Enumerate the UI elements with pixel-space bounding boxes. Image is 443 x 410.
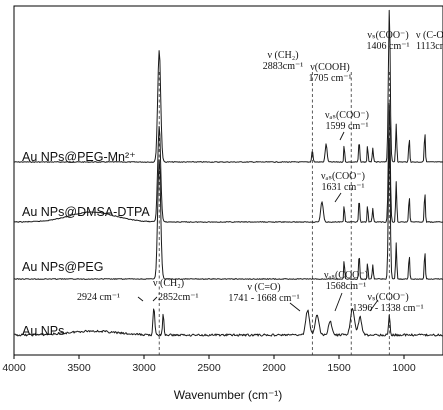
series-label-peg-mn: Au NPs@PEG-Mn²⁺	[22, 150, 136, 164]
arrow-1599	[339, 131, 345, 141]
spectrum-trace	[13, 102, 443, 223]
x-tick-label: 1000	[392, 362, 416, 374]
series-label-peg: Au NPs@PEG	[22, 260, 103, 274]
annotation-coo-s-bottom-label: νₛ(COO⁻)	[367, 292, 408, 303]
x-axis-label: Wavenumber (cm⁻¹)	[174, 388, 283, 402]
annotation-coo-s-bottom-value: 1396 - 1338 cm⁻¹	[352, 303, 423, 314]
series-label-dmsa-dtpa: Au NPs@DMSA-DTPA	[22, 205, 150, 219]
arrow-1631	[334, 192, 342, 203]
spectrum-trace	[13, 308, 443, 337]
annotation-ch2-value: 2883cm⁻¹	[263, 61, 304, 72]
annotation-coc-value: 1113cm⁻¹	[416, 41, 443, 52]
annotation-coo-s-value: 1406 cm⁻¹	[367, 41, 410, 52]
arrow-2924	[137, 296, 144, 302]
arrow-co	[289, 302, 301, 312]
annotation-co-label: ν (C=O)	[247, 282, 280, 293]
x-tick-label: 3500	[67, 362, 91, 374]
x-tick-label: 1500	[327, 362, 351, 374]
annotation-2852: 2852cm⁻¹	[158, 292, 199, 303]
x-axis-ticks: 4000 3500 3000 2500 2000 1500 1000	[2, 355, 416, 374]
annotation-co-value: 1741 - 1668 cm⁻¹	[228, 293, 299, 304]
annotation-coo-as-1631-label: νₐₛ(COO⁻)	[321, 171, 365, 182]
x-tick-label: 4000	[2, 362, 26, 374]
annotation-coo-as-1568-label: νₐₛ(COO⁻)	[324, 270, 368, 281]
arrow-1396	[369, 299, 379, 312]
series-label-au: Au NPs	[22, 324, 64, 338]
annotation-coo-as-1568-value: 1568cm⁻¹	[326, 281, 367, 292]
annotation-coo-s-label: νₛ(COO⁻)	[367, 30, 408, 41]
spectrum-trace	[13, 139, 443, 280]
annotation-cooh-label: ν(COOH)	[310, 62, 350, 73]
annotation-2924: 2924 cm⁻¹	[77, 292, 120, 303]
arrow-2852	[152, 296, 158, 302]
annotation-arrows	[137, 131, 379, 312]
x-tick-label: 3000	[132, 362, 156, 374]
annotation-coc-label: ν (C-O-C)	[416, 30, 443, 41]
x-tick-label: 2500	[197, 362, 221, 374]
annotation-ch2-bottom: ν (CH₂)	[153, 278, 184, 289]
x-tick-label: 2000	[262, 362, 286, 374]
annotation-ch2-label: ν (CH₂)	[267, 50, 298, 61]
spectra	[13, 9, 443, 337]
annotation-cooh-value: 1705 cm⁻¹	[309, 73, 352, 84]
annotation-coo-as-1631-value: 1631 cm⁻¹	[322, 182, 365, 193]
spectrum-trace	[14, 9, 443, 163]
annotation-coo-as-1599-label: νₐₛ(COO⁻)	[325, 110, 369, 121]
plot-frame	[13, 5, 443, 356]
annotation-coo-as-1599-value: 1599 cm⁻¹	[326, 121, 369, 132]
arrow-1568	[334, 292, 343, 312]
